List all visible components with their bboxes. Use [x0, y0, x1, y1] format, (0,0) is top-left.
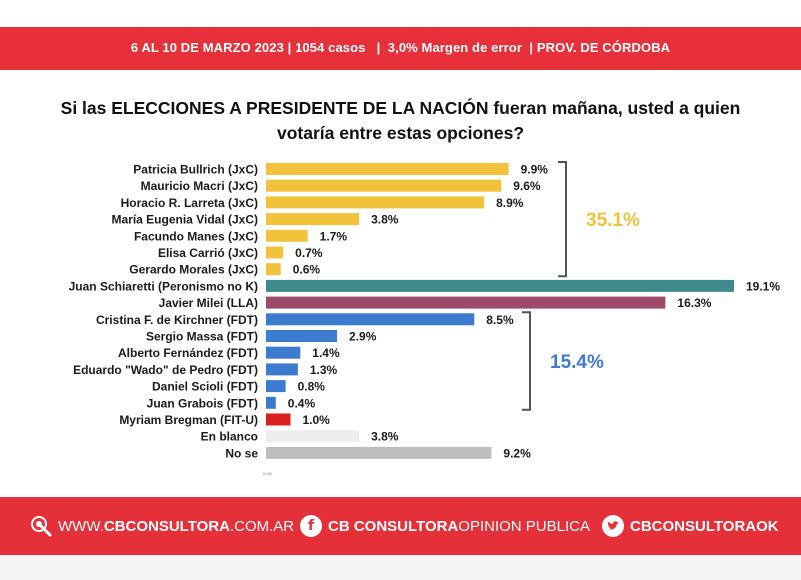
- value-label: 1.4%: [312, 346, 340, 360]
- facebook-brand: CB CONSULTORA: [328, 517, 459, 535]
- bar: [266, 213, 360, 226]
- poll-bar-chart: Patricia Bullrich (JxC) 9.9% Mauricio Macr…: [69, 161, 780, 476]
- bar: [266, 246, 284, 259]
- value-label: 19.1%: [746, 279, 780, 293]
- axis-tick-label: 0.0%: [263, 471, 273, 476]
- category-label: Alberto Fernández (FDT): [118, 346, 258, 360]
- category-label: No se: [225, 446, 258, 460]
- survey-meta: 6 AL 10 DE MARZO 2023 | 1054 casos | 3,0…: [130, 40, 671, 55]
- category-label: Daniel Scioli (FDT): [152, 380, 258, 394]
- value-label: 16.3%: [677, 296, 711, 310]
- bar: [266, 179, 502, 192]
- bar: [266, 263, 281, 276]
- group-bracket: [558, 161, 567, 278]
- bar: [266, 163, 509, 175]
- bar: [266, 313, 475, 326]
- facebook-suffix: OPINION PUBLICA: [458, 517, 590, 535]
- website-prefix: WWW.: [58, 517, 104, 535]
- category-label: Patricia Bullrich (JxC): [133, 163, 258, 177]
- category-label: Eduardo "Wado" de Pedro (FDT): [73, 363, 258, 377]
- category-label: Elisa Carrió (JxC): [158, 246, 258, 260]
- cursor-click-icon: [31, 516, 52, 537]
- bar: [266, 396, 276, 409]
- facebook-icon: f: [300, 515, 322, 537]
- value-label: 1.7%: [320, 229, 348, 243]
- bar: [266, 196, 485, 209]
- value-label: 0.6%: [293, 263, 321, 277]
- category-label: María Eugenia Vidal (JxC): [112, 213, 259, 227]
- value-label: 9.9%: [521, 163, 549, 177]
- bar: [266, 229, 308, 242]
- chart-title: Si las ELECCIONES A PRESIDENTE DE LA NAC…: [0, 96, 801, 146]
- category-label: Juan Grabois (FDT): [147, 396, 258, 410]
- twitter-handle: CBCONSULTORAOK: [630, 517, 779, 535]
- group-bracket: [522, 311, 531, 411]
- category-label: Myriam Bregman (FIT-U): [119, 413, 258, 427]
- category-label: Facundo Manes (JxC): [134, 229, 258, 243]
- value-label: 0.4%: [288, 396, 316, 410]
- value-label: 9.6%: [513, 179, 541, 193]
- question-line-2: votaría entre estas opciones?: [276, 123, 525, 143]
- value-label: 1.0%: [303, 413, 331, 427]
- bar: [266, 413, 291, 426]
- category-label: Juan Schiaretti (Peronismo no K): [69, 279, 258, 293]
- footer-facebook[interactable]: f CB CONSULTORA OPINION PUBLICA: [300, 515, 590, 537]
- value-label: 0.7%: [295, 246, 323, 260]
- bar: [266, 279, 734, 292]
- category-label: Cristina F. de Kirchner (FDT): [96, 313, 258, 327]
- question-line-1: Si las ELECCIONES A PRESIDENTE DE LA NAC…: [60, 98, 741, 118]
- category-label: Gerardo Morales (JxC): [129, 263, 258, 277]
- value-label: 2.9%: [349, 330, 377, 344]
- group-total-label: 35.1%: [586, 210, 640, 231]
- value-label: 3.8%: [371, 430, 399, 444]
- bar: [266, 430, 360, 443]
- website-brand: CBCONSULTORA: [103, 517, 230, 535]
- category-label: Sergio Massa (FDT): [146, 330, 258, 344]
- category-label: Mauricio Macri (JxC): [141, 179, 258, 193]
- footer-band: WWW. CBCONSULTORA .COM.AR f CB CONSULTORA …: [0, 497, 801, 555]
- value-label: 3.8%: [371, 213, 399, 227]
- bar: [266, 296, 666, 309]
- bar: [266, 446, 492, 459]
- value-label: 9.2%: [503, 446, 531, 460]
- bottom-strip: [0, 555, 801, 580]
- header-band: 6 AL 10 DE MARZO 2023 | 1054 casos | 3,0…: [0, 27, 801, 70]
- value-label: 0.8%: [298, 380, 326, 394]
- category-label: En blanco: [201, 430, 258, 444]
- website-suffix: .COM.AR: [229, 517, 295, 535]
- bar: [266, 380, 286, 393]
- value-label: 8.9%: [496, 196, 524, 210]
- footer-twitter[interactable]: CBCONSULTORAOK: [602, 515, 779, 537]
- footer-website[interactable]: WWW. CBCONSULTORA .COM.AR: [30, 515, 294, 537]
- twitter-icon: [602, 515, 624, 537]
- value-label: 8.5%: [486, 313, 514, 327]
- bar: [266, 346, 301, 359]
- value-label: 1.3%: [310, 363, 338, 377]
- group-total-label: 15.4%: [550, 352, 604, 373]
- category-label: Horacio R. Larreta (JxC): [121, 196, 258, 210]
- category-label: Javier Milei (LLA): [159, 296, 258, 310]
- bar: [266, 363, 298, 376]
- bar: [266, 330, 338, 342]
